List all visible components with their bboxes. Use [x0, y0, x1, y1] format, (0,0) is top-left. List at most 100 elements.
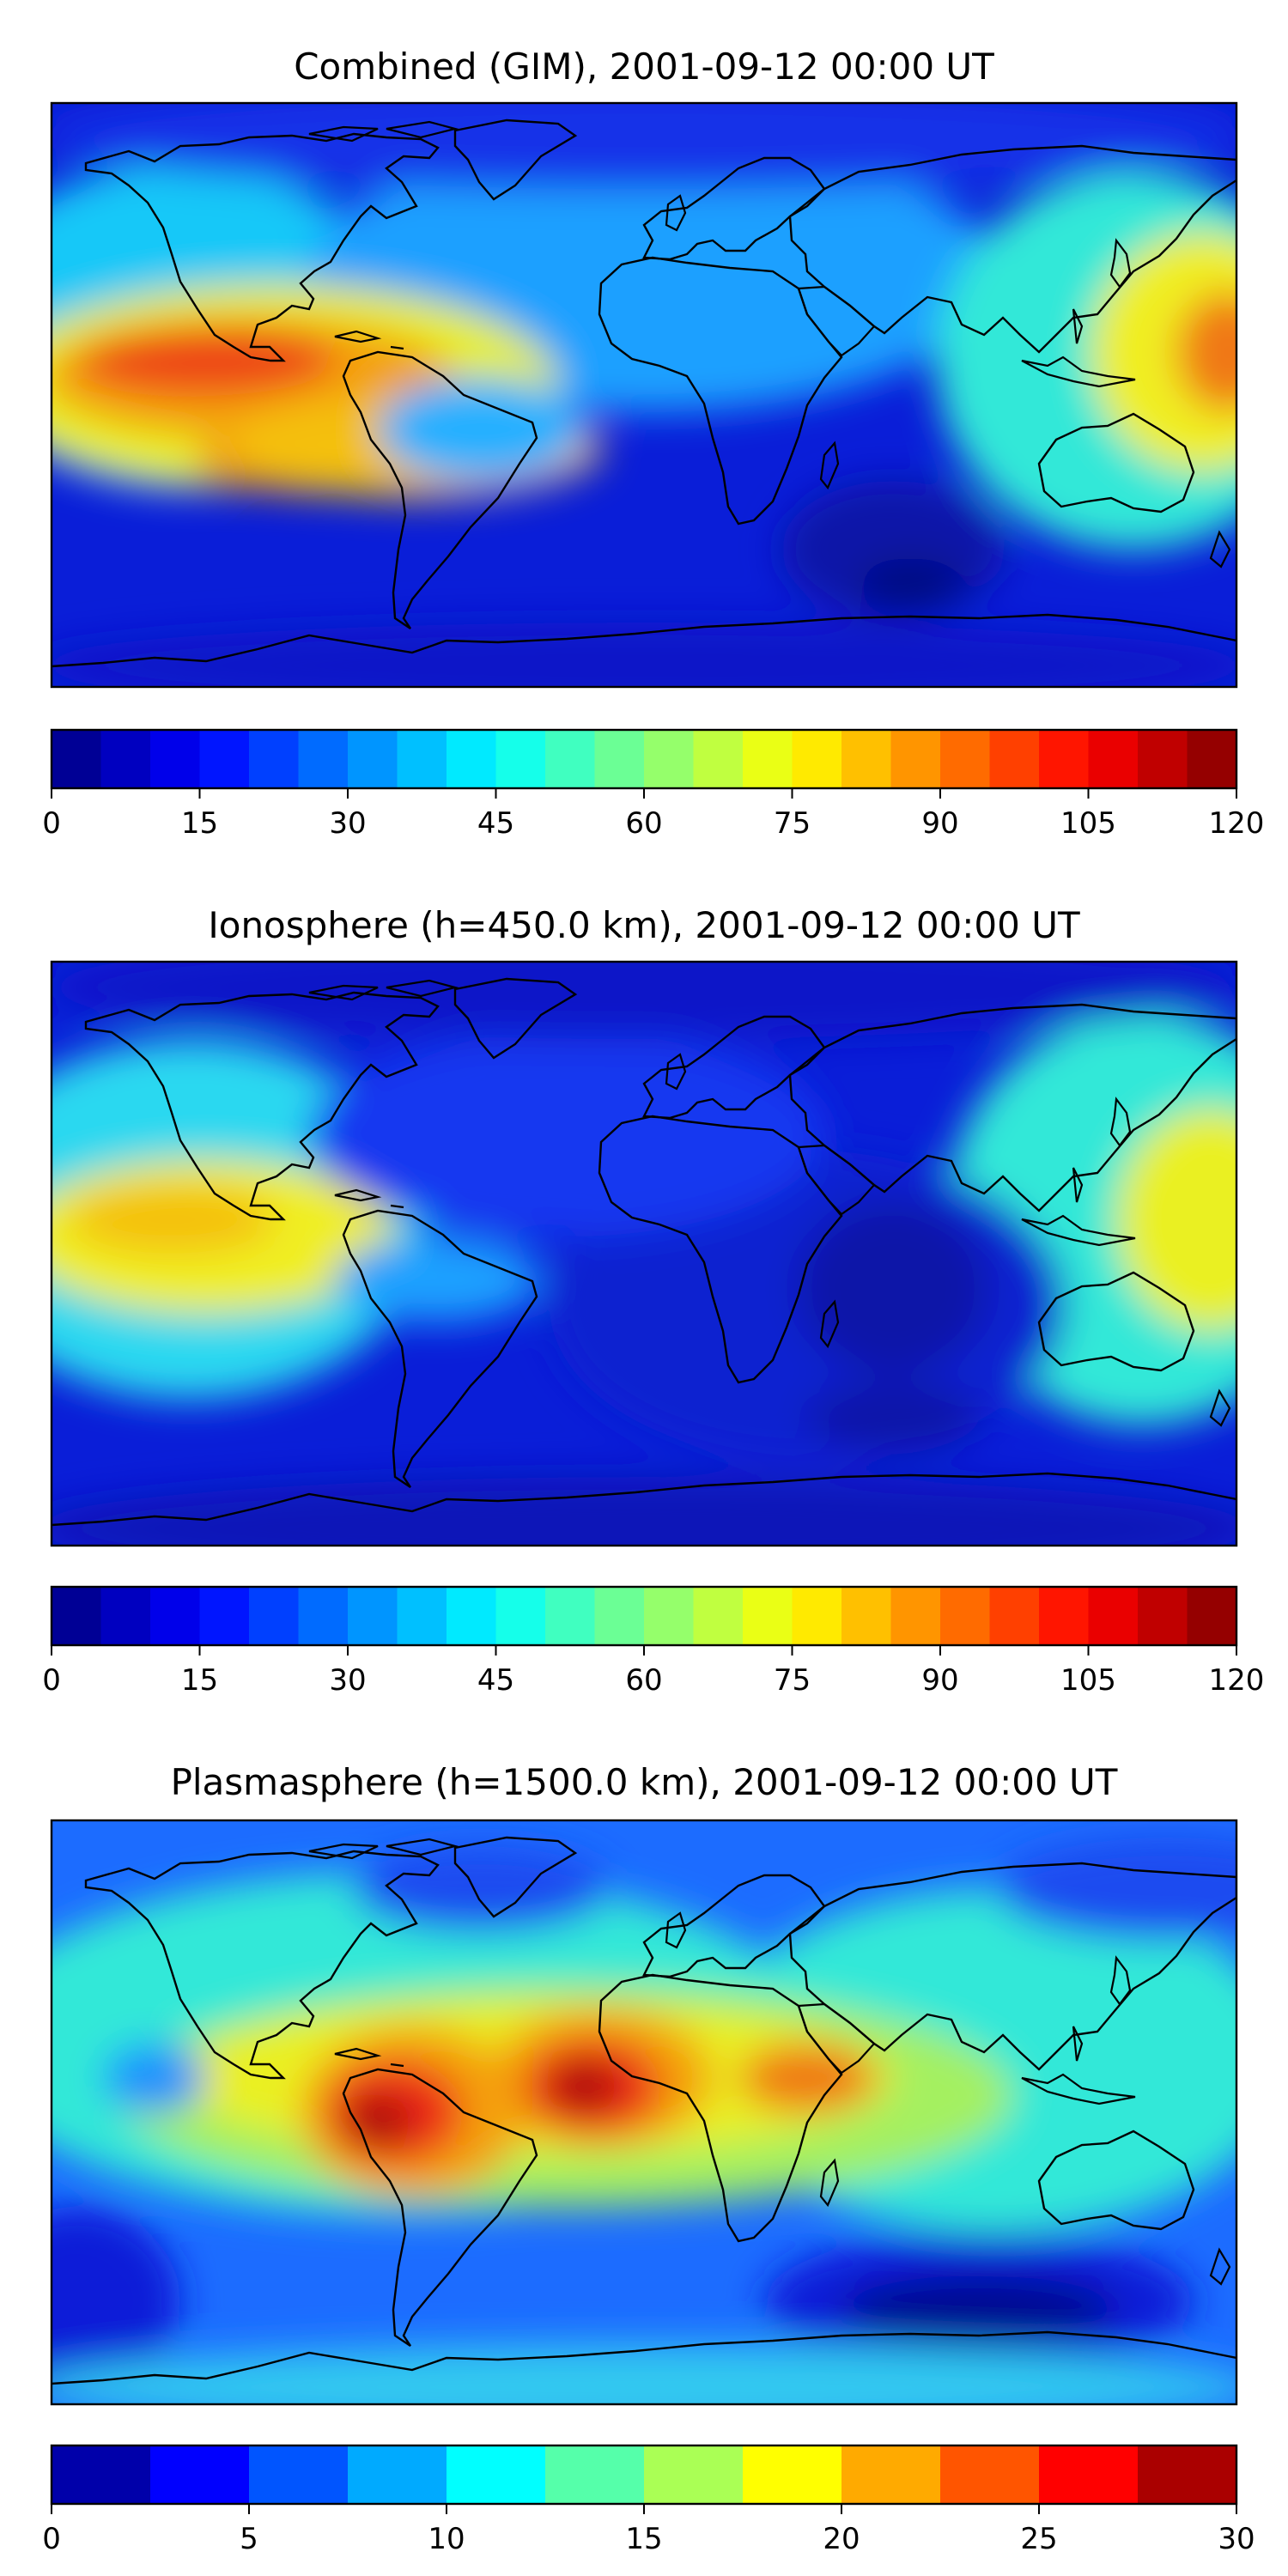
- colorbar-segment: [545, 2445, 645, 2504]
- colorbar-segment: [199, 1587, 250, 1645]
- panel-title: Combined (GIM), 2001-09-12 00:00 UT: [294, 46, 994, 88]
- colorbar-tick-label: 105: [1060, 1663, 1116, 1698]
- colorbar-tick-label: 20: [823, 2522, 860, 2556]
- colorbar-segment: [495, 1587, 546, 1645]
- colorbar-segment: [1187, 1587, 1237, 1645]
- panel-ionosphere: Ionosphere (h=450.0 km), 2001-09-12 00:0…: [42, 904, 1265, 1698]
- colorbar-segment: [792, 730, 842, 788]
- panel-title: Ionosphere (h=450.0 km), 2001-09-12 00:0…: [208, 904, 1080, 946]
- colorbar-segment: [743, 2445, 842, 2504]
- colorbar-segment: [447, 730, 497, 788]
- colorbar-segment: [594, 730, 645, 788]
- colorbar-segment: [52, 2445, 151, 2504]
- colorbar-tick-label: 45: [477, 1663, 514, 1698]
- colorbar-segment: [743, 730, 793, 788]
- colorbar-segment: [693, 1587, 744, 1645]
- colorbar-segment: [644, 730, 695, 788]
- tec-field: [52, 1820, 1236, 2404]
- colorbar-plasmasphere: 0 5 10 15 20 25 30: [42, 2444, 1255, 2556]
- colorbar-segment: [348, 730, 398, 788]
- colorbar-segment: [249, 730, 300, 788]
- colorbar-segment: [841, 730, 892, 788]
- colorbar-segment: [644, 2445, 744, 2504]
- colorbar-segment: [199, 730, 250, 788]
- colorbar-segment: [298, 1587, 349, 1645]
- colorbar-segment: [989, 730, 1040, 788]
- colorbar-tick-label: 75: [774, 1663, 811, 1698]
- map-frame: [50, 1819, 1238, 2406]
- colorbar-tick-label: 120: [1209, 1663, 1265, 1698]
- colorbar-tick-label: 5: [240, 2522, 258, 2556]
- colorbar-segment: [743, 1587, 793, 1645]
- colorbar-tick-label: 90: [921, 806, 958, 841]
- map-plasmasphere: [50, 1819, 1238, 2406]
- colorbar-tick-label: 105: [1060, 806, 1116, 841]
- colorbar-segment: [1039, 1587, 1090, 1645]
- colorbar-segment: [940, 2445, 1040, 2504]
- colorbar-combined: 0 15 30 45 60 75 90 105 120: [42, 728, 1265, 841]
- colorbar-segment: [1138, 730, 1188, 788]
- colorbar-segment: [545, 730, 596, 788]
- colorbar-tick-label: 0: [42, 2522, 61, 2556]
- colorbar-segment: [100, 1587, 151, 1645]
- colorbar-tick-label: 15: [181, 806, 218, 841]
- colorbar-segment: [841, 1587, 892, 1645]
- colorbar-segment: [52, 730, 102, 788]
- colorbar-segment: [52, 1587, 102, 1645]
- colorbar-tick-label: 30: [1218, 2522, 1255, 2556]
- colorbar-segment: [1138, 2445, 1237, 2504]
- colorbar-segment: [348, 2445, 447, 2504]
- colorbar-segment: [1039, 730, 1090, 788]
- colorbar-tick-label: 10: [428, 2522, 465, 2556]
- colorbar-segment: [397, 1587, 447, 1645]
- colorbar-tick-label: 25: [1020, 2522, 1057, 2556]
- colorbar-segment: [890, 730, 941, 788]
- colorbar-segment: [150, 1587, 201, 1645]
- colorbar-segment: [150, 2445, 250, 2504]
- colorbar-segment: [1138, 1587, 1188, 1645]
- colorbar-tick-label: 30: [329, 1663, 366, 1698]
- colorbar-segment: [890, 1587, 941, 1645]
- colorbar-segment: [940, 730, 991, 788]
- colorbar-tick-label: 15: [181, 1663, 218, 1698]
- colorbar-tick-label: 15: [625, 2522, 662, 2556]
- colorbar-segment: [644, 1587, 695, 1645]
- colorbar-tick-label: 75: [774, 806, 811, 841]
- colorbar-segment: [495, 730, 546, 788]
- tec-field: [52, 962, 1236, 1546]
- colorbar-tick-label: 30: [329, 806, 366, 841]
- map-frame: [50, 101, 1238, 689]
- map-frame: [50, 960, 1238, 1547]
- colorbar-tick-label: 0: [42, 806, 61, 841]
- colorbar-segment: [1088, 1587, 1139, 1645]
- colorbar-segment: [1088, 730, 1139, 788]
- colorbar-segment: [940, 1587, 991, 1645]
- colorbar-segment: [397, 730, 447, 788]
- map-combined: [50, 101, 1238, 689]
- colorbar-tick-label: 60: [625, 806, 662, 841]
- map-ionosphere: [50, 960, 1238, 1547]
- colorbar-segment: [150, 730, 201, 788]
- colorbar-segment: [298, 730, 349, 788]
- panel-combined: Combined (GIM), 2001-09-12 00:00 UT: [42, 46, 1265, 841]
- colorbar-segment: [1039, 2445, 1139, 2504]
- colorbar-segment: [545, 1587, 596, 1645]
- colorbar-segment: [693, 730, 744, 788]
- panel-plasmasphere: Plasmasphere (h=1500.0 km), 2001-09-12 0…: [42, 1761, 1255, 2556]
- colorbar-segment: [249, 2445, 349, 2504]
- panel-title: Plasmasphere (h=1500.0 km), 2001-09-12 0…: [171, 1761, 1118, 1803]
- colorbar-tick-label: 45: [477, 806, 514, 841]
- colorbar-tick-label: 120: [1209, 806, 1265, 841]
- colorbar-segment: [348, 1587, 398, 1645]
- colorbar-segment: [447, 1587, 497, 1645]
- colorbar-segment: [594, 1587, 645, 1645]
- colorbar-segment: [841, 2445, 941, 2504]
- colorbar-segment: [989, 1587, 1040, 1645]
- colorbar-segment: [1187, 730, 1237, 788]
- colorbar-ionosphere: 0 15 30 45 60 75 90 105 120: [42, 1585, 1265, 1698]
- colorbar-tick-label: 0: [42, 1663, 61, 1698]
- colorbar-tick-label: 90: [921, 1663, 958, 1698]
- colorbar-tick-label: 60: [625, 1663, 662, 1698]
- colorbar-segment: [447, 2445, 546, 2504]
